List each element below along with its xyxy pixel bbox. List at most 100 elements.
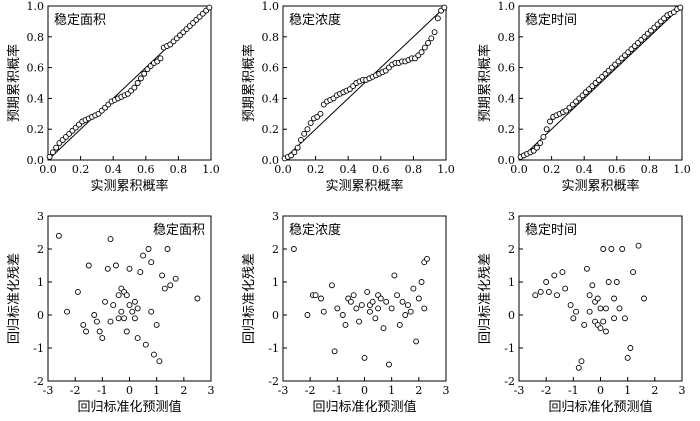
y-axis-label: 预期累积概率 bbox=[477, 44, 493, 122]
x-tick-label: 0 bbox=[361, 384, 368, 397]
data-point bbox=[570, 315, 577, 322]
data-point bbox=[353, 305, 360, 312]
y-tick-label: 0.2 bbox=[498, 123, 516, 136]
y-tick-label: 0.0 bbox=[262, 154, 280, 167]
y-tick-label: 2 bbox=[508, 243, 515, 256]
data-point bbox=[624, 354, 631, 361]
data-point bbox=[304, 312, 311, 318]
y-tick-label: 2 bbox=[272, 243, 279, 256]
data-point bbox=[157, 55, 164, 62]
data-point bbox=[328, 282, 335, 289]
data-point bbox=[554, 292, 560, 299]
data-point bbox=[434, 15, 441, 22]
x-tick-label: -3 bbox=[514, 384, 525, 397]
data-point bbox=[545, 288, 552, 295]
y-tick-label: 3 bbox=[508, 210, 515, 223]
data-point bbox=[291, 149, 298, 156]
data-point bbox=[407, 308, 414, 315]
data-point bbox=[597, 325, 604, 332]
data-point bbox=[80, 321, 87, 328]
data-point bbox=[543, 279, 550, 285]
x-tick-label: 3 bbox=[443, 384, 450, 397]
panel-title: 稳定时间 bbox=[525, 12, 577, 28]
data-point bbox=[622, 315, 628, 322]
y-tick-label: 0.8 bbox=[27, 31, 45, 44]
data-point bbox=[600, 246, 607, 252]
data-point bbox=[619, 246, 626, 252]
data-point bbox=[102, 298, 109, 305]
y-tick-label: 0.2 bbox=[27, 123, 45, 136]
data-point bbox=[418, 279, 425, 285]
y-tick-label: 3 bbox=[272, 210, 279, 223]
x-tick-label: 0.6 bbox=[372, 163, 390, 176]
data-point bbox=[107, 236, 114, 243]
data-point bbox=[137, 269, 144, 276]
y-tick-label: 0 bbox=[508, 309, 515, 322]
y-axis-label: 回归标准化残差 bbox=[7, 253, 22, 344]
data-point bbox=[294, 144, 301, 151]
data-point bbox=[608, 246, 615, 252]
data-point bbox=[543, 126, 550, 133]
data-point bbox=[301, 130, 308, 137]
data-point bbox=[141, 70, 148, 77]
x-tick-label: 2 bbox=[415, 384, 422, 397]
data-point bbox=[148, 259, 155, 266]
x-tick-label: 0.2 bbox=[307, 163, 325, 176]
data-point bbox=[583, 265, 590, 272]
data-point bbox=[96, 328, 103, 335]
data-point bbox=[126, 302, 133, 309]
x-tick-label: -3 bbox=[43, 384, 54, 397]
data-point bbox=[318, 295, 324, 302]
data-point bbox=[616, 305, 623, 312]
x-tick-label: 0 bbox=[597, 384, 604, 397]
data-point bbox=[405, 302, 411, 309]
x-tick-label: 0.2 bbox=[72, 163, 90, 176]
x-tick-label: -2 bbox=[305, 384, 316, 397]
data-point bbox=[206, 4, 213, 11]
data-point bbox=[594, 295, 601, 302]
y-tick-label: 0.6 bbox=[27, 62, 45, 75]
data-point bbox=[118, 308, 125, 315]
data-point bbox=[635, 242, 642, 249]
y-axis-label: 回归标准化残差 bbox=[242, 253, 257, 344]
data-point bbox=[578, 358, 585, 365]
data-point bbox=[533, 144, 540, 151]
data-point bbox=[159, 272, 166, 279]
x-tick-label: 0.4 bbox=[104, 163, 122, 176]
data-point bbox=[304, 126, 311, 133]
y-tick-label: 1 bbox=[508, 276, 515, 289]
y-tick-label: -1 bbox=[33, 342, 44, 355]
data-point bbox=[85, 262, 92, 269]
x-axis-label: 实测累积概率 bbox=[325, 178, 403, 194]
x-tick-label: 2 bbox=[651, 384, 658, 397]
data-point bbox=[112, 262, 119, 269]
data-point bbox=[630, 269, 637, 276]
data-point bbox=[123, 292, 130, 299]
reference-line bbox=[282, 5, 447, 161]
x-tick-label: 0.0 bbox=[39, 163, 57, 176]
y-tick-label: 2 bbox=[37, 243, 44, 256]
plot-frame bbox=[282, 5, 447, 161]
panel-title: 稳定面积 bbox=[54, 12, 106, 28]
plot-frame bbox=[518, 5, 683, 161]
x-tick-label: -3 bbox=[278, 384, 289, 397]
y-tick-label: 0.8 bbox=[262, 31, 280, 44]
data-point bbox=[148, 308, 155, 315]
data-point bbox=[194, 295, 201, 302]
x-tick-label: 1.0 bbox=[437, 163, 455, 176]
data-point bbox=[372, 315, 379, 322]
data-point bbox=[559, 269, 566, 276]
y-tick-label: 0.8 bbox=[498, 31, 516, 44]
data-point bbox=[424, 255, 430, 262]
x-tick-label: 1 bbox=[388, 384, 395, 397]
data-point bbox=[383, 298, 390, 305]
x-tick-label: -1 bbox=[97, 384, 108, 397]
y-tick-label: 0.4 bbox=[498, 92, 516, 105]
y-tick-label: -2 bbox=[504, 375, 515, 388]
data-point bbox=[347, 298, 354, 305]
y-tick-label: 3 bbox=[37, 210, 44, 223]
data-point bbox=[611, 295, 618, 302]
data-point bbox=[64, 308, 70, 315]
x-tick-label: 3 bbox=[208, 384, 215, 397]
data-point bbox=[134, 305, 141, 312]
